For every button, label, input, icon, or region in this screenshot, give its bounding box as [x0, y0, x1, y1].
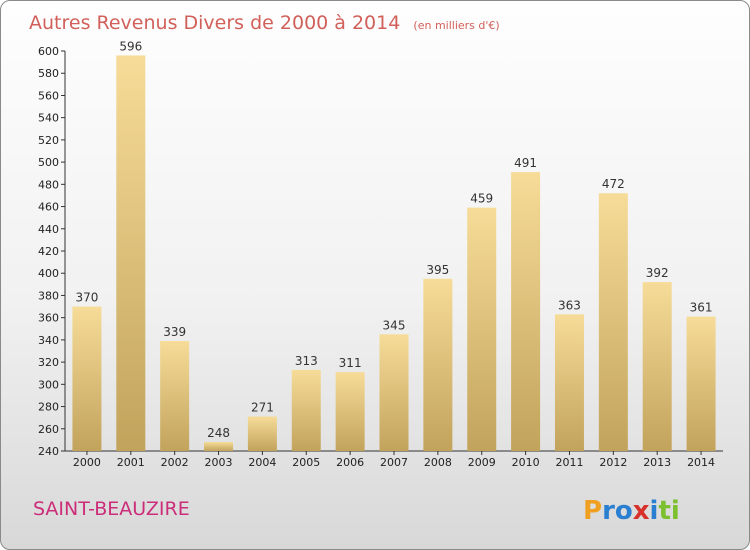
data-label: 459: [470, 192, 493, 206]
y-tick-label: 360: [38, 312, 59, 325]
y-tick-label: 380: [38, 289, 59, 302]
x-tick-label: 2003: [205, 456, 233, 469]
x-tick-label: 2007: [380, 456, 408, 469]
data-label: 370: [75, 291, 98, 305]
logo-letter: r: [602, 496, 615, 526]
data-label: 596: [119, 39, 142, 53]
y-tick-label: 580: [38, 67, 59, 80]
x-tick-label: 2005: [292, 456, 320, 469]
x-tick-label: 2011: [555, 456, 583, 469]
x-tick-label: 2012: [599, 456, 627, 469]
x-tick-label: 2010: [512, 456, 540, 469]
logo-letter: i: [650, 496, 659, 526]
x-tick-label: 2006: [336, 456, 364, 469]
bar-2004: [247, 416, 277, 451]
y-tick-label: 500: [38, 156, 59, 169]
y-tick-label: 440: [38, 223, 59, 236]
x-tick-label: 2002: [161, 456, 189, 469]
x-tick-label: 2009: [468, 456, 496, 469]
data-label: 491: [514, 156, 537, 170]
bar-2000: [72, 306, 102, 451]
bar-2007: [379, 334, 409, 451]
y-tick-label: 540: [38, 112, 59, 125]
y-tick-label: 260: [38, 423, 59, 436]
y-axis: 240 260 280 300 320 340 360 380 400 420 440 460 480 5…: [38, 45, 66, 458]
logo-letter: x: [633, 496, 650, 526]
y-tick-label: 420: [38, 245, 59, 258]
logo-letter: P: [583, 496, 602, 526]
x-tick-label: 2004: [248, 456, 276, 469]
chart-title-main: Autres Revenus Divers de 2000 à 2014: [29, 12, 400, 34]
proxiti-logo: Proxiti: [583, 496, 680, 526]
bar-2005: [291, 369, 321, 451]
x-tick-label: 2008: [424, 456, 452, 469]
data-label: 311: [339, 356, 362, 370]
logo-letter: o: [615, 496, 633, 526]
data-label: 345: [383, 318, 406, 332]
bar-2013: [642, 282, 672, 451]
y-tick-label: 460: [38, 201, 59, 214]
commune-name: SAINT-BEAUZIRE: [33, 498, 190, 520]
data-label: 339: [163, 325, 186, 339]
y-tick-label: 520: [38, 134, 59, 147]
y-tick-label: 240: [38, 445, 59, 458]
data-label: 392: [646, 266, 669, 280]
x-tick-label: 2013: [643, 456, 671, 469]
y-tick-label: 560: [38, 89, 59, 102]
x-tick-label: 2000: [73, 456, 101, 469]
bars: 370 596 339 248 271 313 311 345 395 459 491 363 472 3…: [72, 39, 716, 451]
data-label: 248: [207, 426, 230, 440]
x-tick-label: 2001: [117, 456, 145, 469]
bar-2009: [467, 207, 497, 451]
data-label: 313: [295, 354, 318, 368]
bar-2010: [511, 172, 541, 451]
bar-2006: [335, 372, 365, 451]
y-tick-label: 480: [38, 178, 59, 191]
chart-subtitle: (en milliers d'€): [413, 19, 499, 32]
bar-2011: [554, 314, 584, 451]
bar-2002: [160, 341, 190, 451]
data-label: 361: [690, 301, 713, 315]
y-tick-label: 340: [38, 334, 59, 347]
x-tick-label: 2014: [687, 456, 715, 469]
y-tick-label: 320: [38, 356, 59, 369]
y-tick-label: 300: [38, 378, 59, 391]
bar-2008: [423, 278, 453, 451]
bar-2001: [116, 55, 146, 451]
y-tick-label: 280: [38, 401, 59, 414]
data-label: 472: [602, 177, 625, 191]
y-tick-label: 600: [38, 45, 59, 58]
y-tick-label: 400: [38, 267, 59, 280]
x-axis: 2000 2001 2002 2003 2004 2005 2006 2007 2008 2009…: [65, 450, 723, 469]
data-label: 271: [251, 401, 274, 415]
chart-title: Autres Revenus Divers de 2000 à 2014 (en…: [29, 12, 500, 34]
logo-letter: t: [658, 496, 670, 526]
bar-2012: [598, 193, 628, 451]
bar-2003: [204, 442, 234, 451]
logo-letter: i: [671, 496, 680, 526]
data-label: 395: [426, 263, 449, 277]
bar-2014: [686, 316, 716, 451]
data-label: 363: [558, 298, 581, 312]
